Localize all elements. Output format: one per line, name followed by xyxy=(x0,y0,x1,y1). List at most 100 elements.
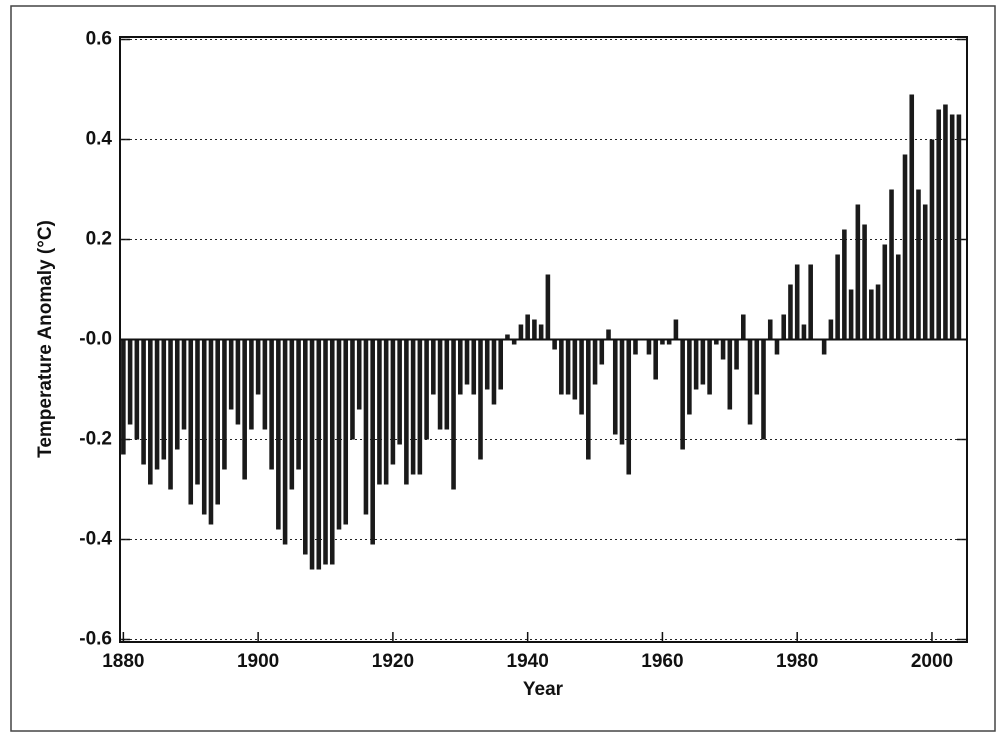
bar xyxy=(700,339,706,385)
bar xyxy=(707,339,712,395)
bar xyxy=(922,204,928,340)
x-tick-label: 1960 xyxy=(641,651,683,672)
bar xyxy=(309,339,315,570)
y-axis-label: Temperature Anomaly (°C) xyxy=(35,220,56,458)
bar xyxy=(862,224,867,340)
bar xyxy=(835,254,840,340)
bar xyxy=(936,109,941,340)
bar xyxy=(929,139,935,340)
bar xyxy=(222,339,227,470)
bar xyxy=(646,339,652,355)
bar xyxy=(195,339,200,485)
bar xyxy=(808,264,813,340)
bar xyxy=(565,339,571,395)
bar xyxy=(875,284,881,340)
bar xyxy=(909,94,915,340)
bar xyxy=(754,339,760,395)
bar xyxy=(895,254,901,340)
y-tick-label: -0.6 xyxy=(79,629,112,650)
bar xyxy=(141,339,146,465)
bar xyxy=(377,339,382,485)
x-tick-label: 1900 xyxy=(237,651,279,672)
bar xyxy=(417,339,423,475)
bar xyxy=(457,339,463,395)
bar xyxy=(552,339,557,350)
bar xyxy=(269,339,274,470)
bar xyxy=(383,339,389,485)
bar xyxy=(511,339,517,345)
bar xyxy=(228,339,234,410)
bar xyxy=(208,339,214,525)
bar xyxy=(734,339,739,370)
bar xyxy=(174,339,180,450)
bar xyxy=(410,339,416,475)
x-tick-label: 2000 xyxy=(911,651,953,672)
bar xyxy=(154,339,160,470)
bar xyxy=(626,339,632,475)
y-tick-label: -0.4 xyxy=(79,529,112,550)
bar xyxy=(303,339,308,555)
bar xyxy=(350,339,355,440)
bar xyxy=(249,339,254,430)
bar xyxy=(356,339,362,410)
x-axis-label: Year xyxy=(523,679,564,700)
bar xyxy=(215,339,220,505)
bar xyxy=(538,324,544,340)
bar xyxy=(781,314,787,340)
bar xyxy=(168,339,173,490)
bar xyxy=(882,244,888,340)
bar xyxy=(484,339,490,390)
y-tick-label: -0.2 xyxy=(79,429,112,450)
bar xyxy=(714,339,719,345)
bar xyxy=(855,204,861,340)
bar xyxy=(289,339,295,490)
bar xyxy=(727,339,733,410)
y-tick-label: 0.6 xyxy=(86,29,112,50)
bar xyxy=(121,339,126,455)
bar xyxy=(518,324,524,340)
bar xyxy=(424,339,429,440)
bar xyxy=(680,339,685,450)
bar xyxy=(559,339,564,395)
bar xyxy=(282,339,288,545)
bar xyxy=(606,329,611,340)
bar xyxy=(437,339,443,430)
bar xyxy=(397,339,402,445)
bar xyxy=(666,339,672,345)
bar xyxy=(235,339,241,425)
bar xyxy=(323,339,328,565)
bar xyxy=(902,154,908,340)
bar xyxy=(431,339,436,395)
bar xyxy=(869,289,874,340)
bar xyxy=(720,339,726,360)
bar xyxy=(774,339,780,355)
bar xyxy=(404,339,409,485)
bar xyxy=(747,339,753,425)
bar xyxy=(653,339,658,380)
bar xyxy=(687,339,692,415)
bar xyxy=(592,339,598,385)
bar xyxy=(498,339,504,390)
bar xyxy=(612,339,618,435)
bar xyxy=(491,339,497,405)
bar xyxy=(464,339,470,385)
bar xyxy=(444,339,450,430)
page-border xyxy=(10,5,996,732)
bar xyxy=(471,339,477,395)
bar xyxy=(545,274,551,340)
plot-frame xyxy=(119,36,968,643)
bar xyxy=(572,339,578,400)
bar xyxy=(262,339,268,430)
bar xyxy=(579,339,584,415)
bar xyxy=(370,339,375,545)
bar xyxy=(276,339,281,530)
bar xyxy=(336,339,342,530)
bar xyxy=(329,339,335,565)
bar xyxy=(134,339,140,440)
bar xyxy=(794,264,800,340)
x-tick-label: 1980 xyxy=(776,651,818,672)
bar xyxy=(532,319,537,340)
bar xyxy=(633,339,638,355)
bar xyxy=(343,339,349,525)
